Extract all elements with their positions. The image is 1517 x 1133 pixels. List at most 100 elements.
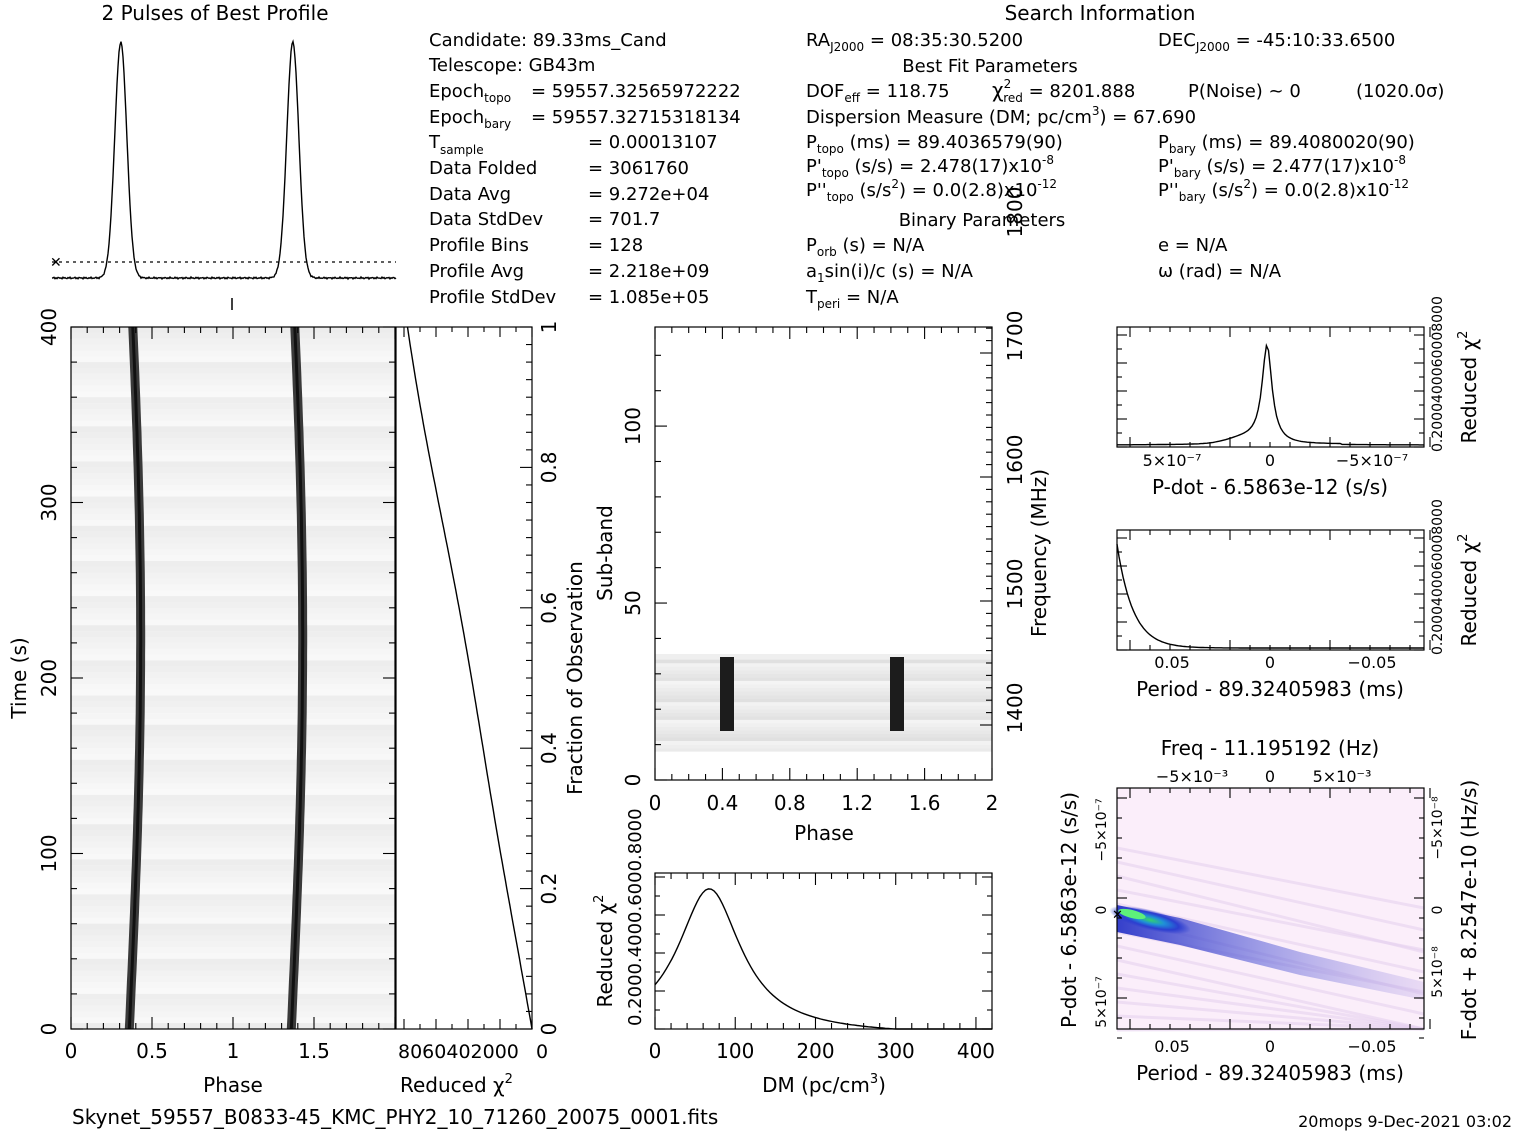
noise-row xyxy=(655,712,992,717)
noise-row xyxy=(71,549,395,556)
subband-noise xyxy=(655,659,992,752)
ppdot-top-tick-labels: −5×10⁻³ 0 5×10⁻³ xyxy=(1156,767,1372,786)
top-tick-label: 0 xyxy=(1265,767,1275,786)
p-bary: Pbary (ms) = 89.4080020(90) xyxy=(1158,132,1415,156)
noise-row xyxy=(71,438,395,444)
noise-row xyxy=(71,859,395,866)
epoch-bary-label: Epochbary xyxy=(429,107,511,131)
time-phase-x-tick-labels: 0 0.5 1 1.5 xyxy=(65,1039,330,1063)
noise-row xyxy=(71,713,395,719)
x-tick-label: 0.5 xyxy=(136,1039,168,1063)
period-ticks xyxy=(1117,530,1431,651)
noise-row xyxy=(71,408,395,415)
dm-ylabel: Reduced χ2 xyxy=(592,895,617,1008)
noise-row xyxy=(71,367,395,374)
freq-tick-label: 1700 xyxy=(1003,311,1027,362)
noise-row xyxy=(71,800,395,807)
noise-row xyxy=(71,952,395,959)
ppdot-streak xyxy=(1116,860,1425,932)
data-stddev-value: = 701.7 xyxy=(588,209,660,230)
time-phase-xlabel: Phase xyxy=(203,1073,263,1097)
period-plot: 0.05 0 −0.05 0.2000400060008000 Period - 8… xyxy=(1116,499,1481,701)
subband-freq-label: Frequency (MHz) xyxy=(1027,469,1051,637)
x-tick-label: 2 xyxy=(986,791,999,815)
p-orb: Porb (s) = N/A xyxy=(806,235,925,259)
noise-row xyxy=(71,795,395,801)
period-x-tick-labels: 0.05 0 −0.05 xyxy=(1154,653,1396,672)
noise-row xyxy=(71,590,395,597)
noise-row xyxy=(71,754,395,760)
ppdot-streak xyxy=(1116,944,1425,1016)
noise-row xyxy=(71,473,395,480)
noise-row xyxy=(71,362,395,368)
noise-row xyxy=(71,449,395,456)
noise-row xyxy=(71,344,395,351)
ppdot-ridge xyxy=(1117,905,1424,1000)
x-tick-label: 200 xyxy=(796,1039,834,1063)
noise-row xyxy=(655,748,992,752)
noise-row xyxy=(655,734,992,738)
noise-row xyxy=(71,525,395,532)
noise-row xyxy=(71,935,395,942)
noise-row xyxy=(71,982,395,989)
noise-row xyxy=(71,444,395,450)
profile-bins-value: = 128 xyxy=(588,235,643,256)
noise-row xyxy=(71,806,395,813)
a1-sini: a1sin(i)/c (s) = N/A xyxy=(806,261,974,285)
tsample-label: Tsample xyxy=(428,132,484,157)
subband-phase-plot: 0 0.4 0.8 1.2 1.6 2 0 50 100 1400 1500 1600 1700 18… xyxy=(593,187,1051,845)
noise-row xyxy=(71,531,395,538)
noise-row xyxy=(71,414,395,421)
subband-ylabel: Sub-band xyxy=(593,505,617,601)
noise-row xyxy=(71,356,395,363)
dof: DOFeff = 118.75 xyxy=(806,81,950,105)
noise-row xyxy=(71,561,395,567)
noise-row xyxy=(71,988,395,994)
tsample-value: = 0.00013107 xyxy=(588,132,718,153)
dm-xlabel: DM (pc/cm3) xyxy=(762,1072,886,1097)
noise-row xyxy=(71,1005,395,1012)
noise-row xyxy=(71,625,395,632)
epoch-topo-value: = 59557.32565972222 xyxy=(531,81,741,102)
omega: ω (rad) = N/A xyxy=(1158,261,1282,282)
subband-pulse-1 xyxy=(720,657,734,731)
right-tick-label: 0.8 xyxy=(537,451,561,483)
x-tick-label: 1.2 xyxy=(841,791,873,815)
profile-avg-label: Profile Avg xyxy=(429,261,524,282)
noise-row xyxy=(71,836,395,842)
noise-row xyxy=(71,619,395,626)
x-tick-label: 0.05 xyxy=(1154,1037,1190,1056)
p-topo: Ptopo (ms) = 89.4036579(90) xyxy=(806,132,1063,156)
noise-row xyxy=(655,737,992,742)
right-tick-label: 0 xyxy=(537,1023,561,1036)
noise-row xyxy=(71,379,395,386)
x-tick-label: 0.4 xyxy=(706,791,738,815)
period-curve xyxy=(1116,543,1424,649)
noise-row xyxy=(71,426,395,433)
noise-row xyxy=(655,723,992,727)
best-fit-title: Best Fit Parameters xyxy=(902,56,1077,77)
y-tick-label: 400 xyxy=(37,308,61,346)
epoch-bary-value: = 59557.32715318134 xyxy=(531,107,741,128)
noise-row xyxy=(71,865,395,872)
freq-tick-label: 1400 xyxy=(1003,683,1027,734)
profile-stddev-label: Profile StdDev xyxy=(429,287,557,308)
noise-row xyxy=(655,666,992,671)
noise-row xyxy=(655,680,992,685)
y-tick-label: 300 xyxy=(37,483,61,521)
x-tick-label: 0 xyxy=(649,1039,662,1063)
search-info-title: Search Information xyxy=(1005,1,1196,25)
noise-row xyxy=(655,673,992,678)
ppdot-plane: ✕ Freq - 11.195192 (Hz) −5×10⁻³ 0 5×10⁻³ 0… xyxy=(1057,736,1481,1085)
freq-tick-label: 1500 xyxy=(1003,559,1027,610)
pdot-curve xyxy=(1117,343,1424,446)
noise-row xyxy=(71,566,395,573)
noise-row xyxy=(71,789,395,795)
eccentricity: e = N/A xyxy=(1158,235,1228,256)
noise-row xyxy=(71,461,395,468)
y-tick-label: 50 xyxy=(621,590,645,615)
noise-row xyxy=(71,420,395,427)
noise-row xyxy=(71,993,395,1000)
ppdot-streak xyxy=(1116,888,1425,952)
ppdot-streak xyxy=(1116,1000,1425,1031)
